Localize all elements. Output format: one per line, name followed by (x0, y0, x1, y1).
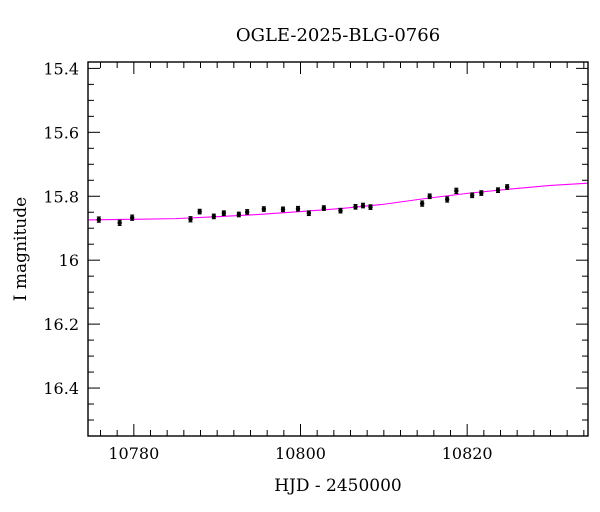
data-point (338, 207, 343, 214)
data-point (360, 202, 366, 209)
point-marker (454, 188, 459, 194)
point-marker (211, 214, 217, 219)
data-points-layer (96, 184, 510, 226)
point-marker (96, 217, 102, 222)
point-marker (280, 207, 286, 212)
y-tick-label: 15.6 (43, 123, 79, 142)
point-marker (368, 204, 373, 210)
data-point (504, 184, 510, 190)
x-axis-label: HJD - 2450000 (274, 476, 402, 496)
x-tick-label: 10800 (275, 444, 326, 463)
data-point (236, 211, 242, 218)
data-point (295, 205, 301, 212)
data-point (221, 210, 227, 217)
data-point (495, 187, 501, 194)
point-marker (321, 205, 327, 211)
chart-title: OGLE-2025-BLG-0766 (236, 25, 440, 46)
model-curve (87, 182, 589, 221)
data-point (244, 209, 250, 215)
point-marker (504, 184, 510, 190)
data-point (197, 208, 202, 215)
data-point (368, 204, 373, 210)
x-tick-label: 10820 (442, 444, 493, 463)
point-marker (261, 206, 267, 212)
point-marker (353, 204, 358, 210)
point-marker (360, 203, 366, 208)
point-marker (129, 215, 135, 220)
plot-frame (87, 61, 589, 437)
data-point (469, 192, 475, 199)
point-marker (236, 212, 242, 217)
point-marker (244, 209, 250, 215)
data-point (96, 216, 102, 223)
data-point (211, 213, 217, 220)
point-marker (221, 210, 227, 216)
data-point (188, 216, 193, 223)
point-marker (419, 201, 425, 206)
point-marker (479, 190, 484, 196)
data-point (306, 210, 312, 217)
data-point (419, 200, 425, 207)
y-tick-label: 16 (59, 251, 79, 270)
data-point (129, 214, 135, 221)
data-point (321, 205, 327, 211)
point-marker (197, 209, 202, 214)
y-tick-label: 15.8 (43, 187, 79, 206)
x-tick-label: 10780 (108, 444, 159, 463)
point-marker (444, 197, 450, 202)
data-point (454, 187, 459, 194)
point-marker (306, 210, 312, 216)
model-curve-layer (87, 182, 589, 221)
data-point (261, 206, 267, 212)
point-marker (117, 220, 122, 225)
data-point (353, 203, 358, 210)
data-point (479, 190, 484, 196)
y-tick-label: 16.4 (43, 379, 79, 398)
point-marker (188, 217, 193, 222)
y-axis-label: I magnitude (11, 197, 31, 301)
point-marker (495, 187, 501, 193)
point-marker (295, 206, 301, 211)
tick-labels: 10780 10800 10820 15.4 15.6 15.8 16 16.2 16.4 (43, 59, 492, 463)
data-point (444, 196, 450, 203)
data-point (427, 193, 432, 200)
point-marker (338, 208, 343, 213)
point-marker (427, 194, 432, 199)
data-point (117, 219, 122, 226)
y-tick-label: 16.2 (43, 315, 79, 334)
y-tick-label: 15.4 (43, 59, 79, 78)
axis-ticks (88, 62, 588, 437)
point-marker (469, 193, 475, 198)
data-point (280, 206, 286, 213)
